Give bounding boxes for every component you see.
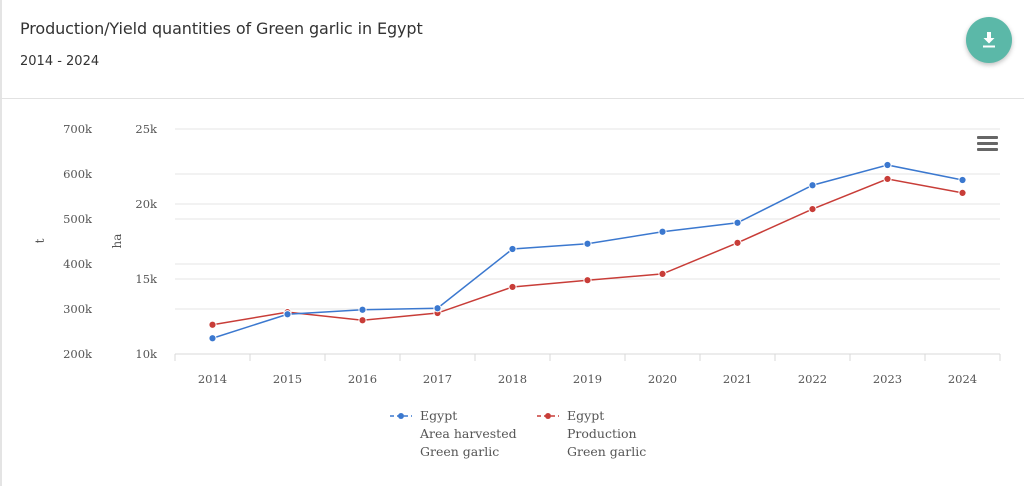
legend-area-line-3: Green garlic (420, 444, 500, 459)
y-axis-production-label: t (33, 238, 47, 243)
legend-marker-area-icon (390, 413, 412, 419)
download-button[interactable] (966, 17, 1012, 63)
y-area-tick-label: 15k (135, 272, 158, 286)
data-point-area-harvested-2020[interactable] (658, 227, 667, 236)
series-group (208, 160, 967, 343)
y-production-tick-label: 700k (63, 122, 93, 136)
data-point-production-2022[interactable] (808, 205, 817, 214)
x-tick-label: 2016 (348, 372, 377, 386)
legend-marker-production-icon (537, 413, 559, 419)
data-point-area-harvested-2021[interactable] (733, 218, 742, 227)
legend-production-line-2: Production (567, 426, 637, 441)
x-tick-label: 2023 (873, 372, 902, 386)
chart-header: Production/Yield quantities of Green gar… (0, 0, 1024, 99)
data-point-area-harvested-2018[interactable] (508, 244, 517, 254)
y-production-tick-label: 200k (63, 347, 93, 361)
legend-production-line-3: Green garlic (567, 444, 647, 459)
data-point-production-2023[interactable] (883, 174, 892, 184)
x-tick-label: 2017 (423, 372, 452, 386)
legend-production-line-1: Egypt (567, 408, 605, 423)
y-production-tick-label: 500k (63, 212, 93, 226)
series-line-production (212, 178, 963, 326)
download-icon (983, 32, 995, 48)
data-point-production-2014[interactable] (208, 320, 217, 329)
y-area-tick-label: 25k (135, 122, 158, 136)
y-production-tick-label: 400k (63, 257, 93, 271)
data-point-production-2016[interactable] (358, 316, 367, 325)
data-point-production-2020[interactable] (658, 269, 667, 278)
data-point-area-harvested-2015[interactable] (283, 310, 292, 319)
x-tick-label: 2024 (948, 372, 977, 386)
data-point-area-harvested-2023[interactable] (883, 160, 892, 170)
x-tick-label: 2019 (573, 372, 602, 386)
grid-lines (175, 128, 1000, 310)
data-point-production-2021[interactable] (733, 238, 742, 247)
data-point-production-2024[interactable] (958, 188, 967, 197)
y-production-tick-label: 600k (63, 167, 93, 181)
panel-left-border (0, 0, 2, 486)
hamburger-menu-icon[interactable] (977, 136, 998, 152)
chart-title: Production/Yield quantities of Green gar… (20, 19, 423, 38)
x-tick-label: 2014 (198, 372, 227, 386)
data-point-area-harvested-2017[interactable] (433, 304, 442, 313)
legend-area-line-2: Area harvested (420, 426, 517, 441)
y-production-tick-label: 300k (63, 302, 93, 316)
data-point-area-harvested-2019[interactable] (583, 239, 592, 248)
data-point-area-harvested-2024[interactable] (958, 175, 967, 185)
x-axis: 2014 2015 2016 2017 2018 2019 2020 2021 2022 2023… (174, 353, 1001, 386)
data-point-production-2018[interactable] (508, 282, 517, 292)
x-tick-label: 2015 (273, 372, 302, 386)
x-tick-label: 2020 (648, 372, 677, 386)
series-line-area-harvested (212, 164, 963, 339)
y-axis-area-label: ha (110, 234, 124, 249)
y-area-tick-label: 10k (135, 347, 158, 361)
data-point-area-harvested-2016[interactable] (358, 305, 367, 314)
x-tick-label: 2018 (498, 372, 527, 386)
y-axis-area: 10k 15k 20k 25k (135, 122, 158, 361)
legend-area-line-1: Egypt (420, 408, 458, 423)
y-area-tick-label: 20k (135, 197, 158, 211)
chart-subtitle: 2014 - 2024 (20, 54, 100, 69)
y-axis-production: 200k 300k 400k 500k 600k 700k (63, 122, 93, 361)
data-point-area-harvested-2022[interactable] (808, 181, 817, 190)
x-tick-label: 2022 (798, 372, 827, 386)
data-point-production-2019[interactable] (583, 276, 592, 285)
data-point-area-harvested-2014[interactable] (208, 334, 217, 343)
x-tick-label: 2021 (723, 372, 752, 386)
